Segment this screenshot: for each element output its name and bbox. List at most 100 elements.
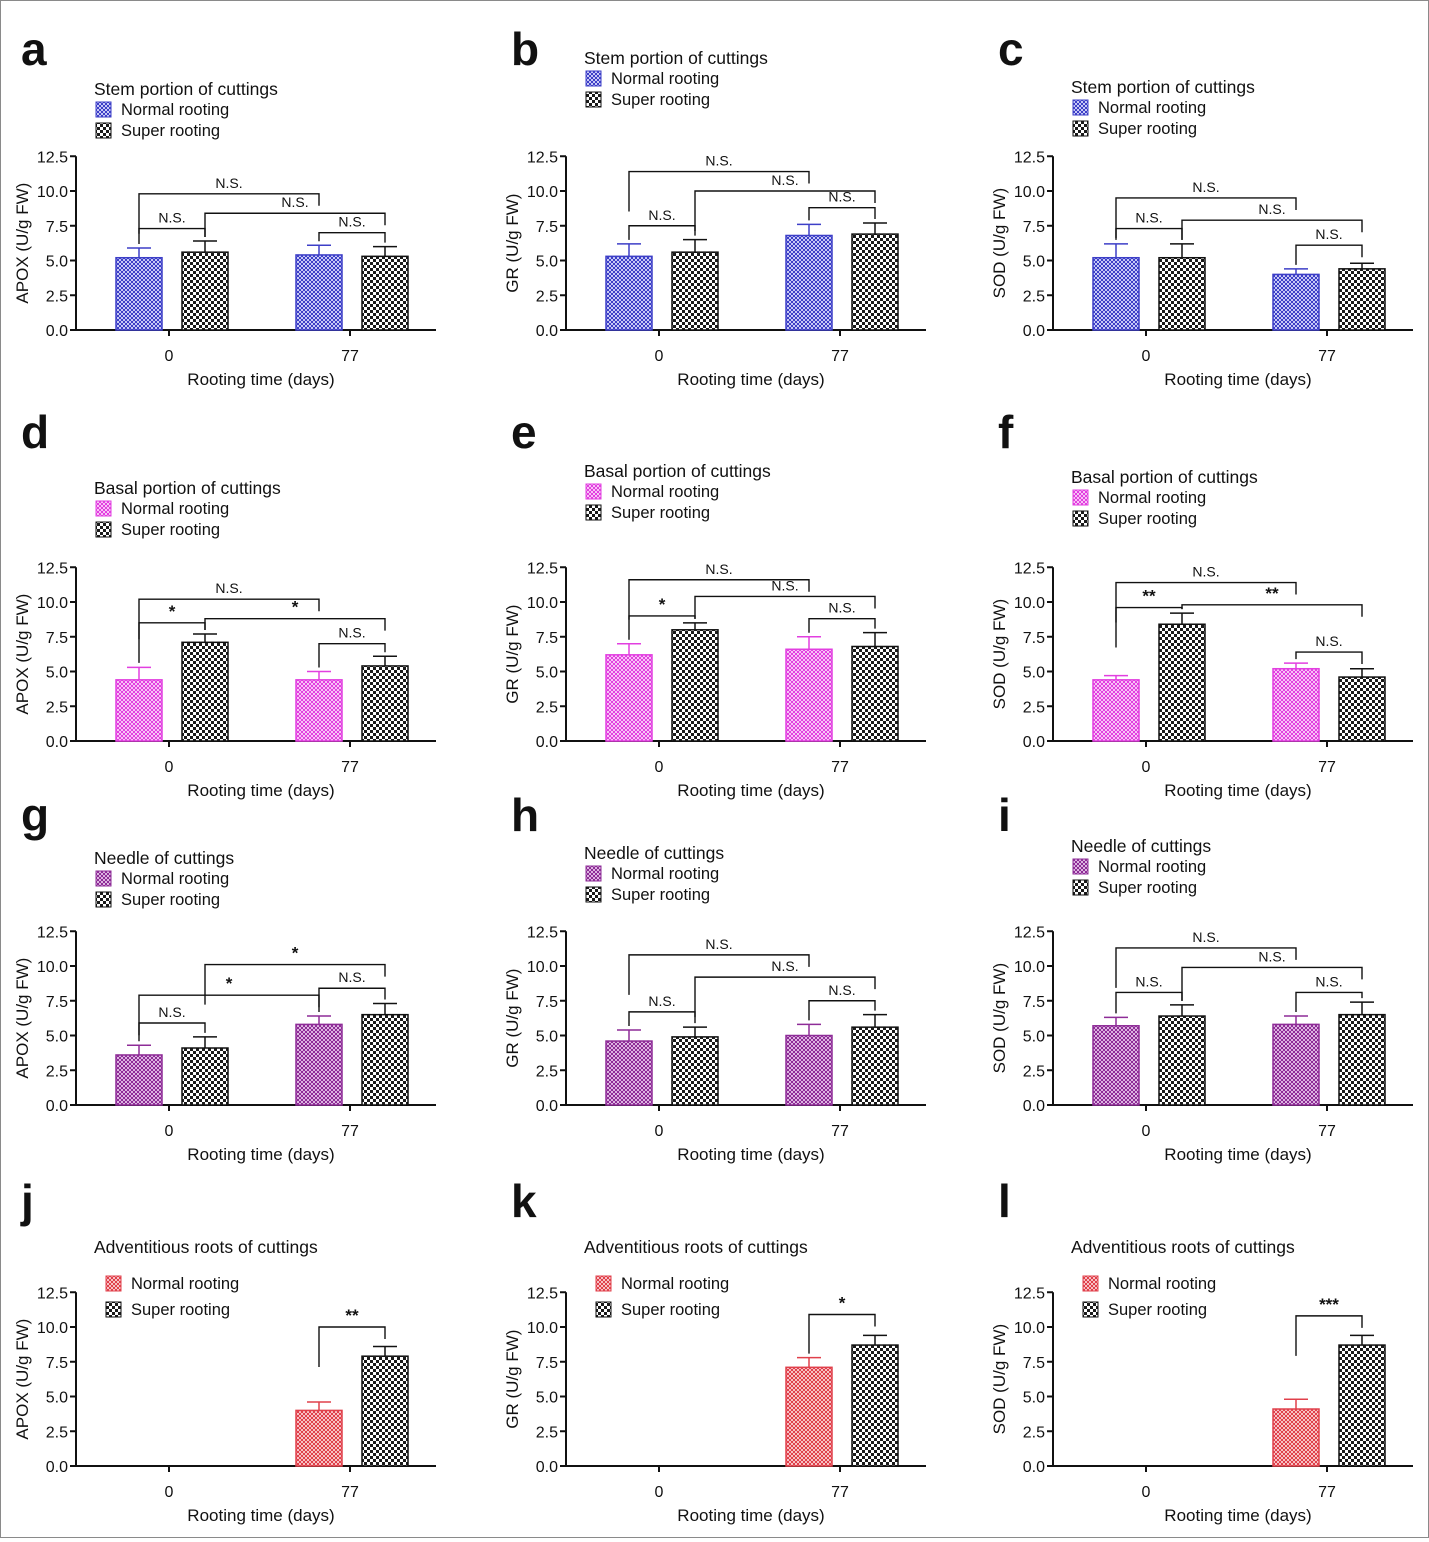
significance-bracket: N.S. [628, 936, 810, 995]
significance-label: N.S. [338, 214, 365, 230]
y-tick-label: 7.5 [1023, 1355, 1045, 1372]
legend-swatch [585, 70, 602, 87]
legend-title: Stem portion of cuttings [584, 48, 768, 68]
x-axis-title: Rooting time (days) [187, 1145, 334, 1164]
bar-normal-day-0 [115, 1054, 163, 1106]
significance-bracket: N.S. [138, 175, 320, 234]
y-tick-label: 10.0 [37, 595, 68, 612]
x-axis-title: Rooting time (days) [187, 781, 334, 800]
x-axis-title: Rooting time (days) [1164, 1506, 1311, 1525]
bracket-line [138, 193, 320, 234]
legend-swatch [1072, 99, 1089, 116]
x-tick-label: 0 [1142, 348, 1151, 365]
legend-swatch [1082, 1275, 1099, 1292]
significance-label: * [226, 974, 233, 993]
y-tick-label: 0.0 [1023, 1098, 1045, 1115]
bracket-line [1115, 227, 1183, 240]
y-tick-label: 7.5 [46, 1355, 68, 1372]
y-axis-title: SOD (U/g FW) [990, 599, 1009, 710]
bracket-line [1181, 966, 1363, 1001]
legend-swatch [585, 91, 602, 108]
significance-bracket: N.S. [1115, 210, 1183, 240]
bar-normal-day-0 [1092, 679, 1140, 742]
x-tick-label: 77 [1318, 1484, 1336, 1501]
significance-bracket: N.S. [1115, 179, 1297, 238]
x-tick-label: 77 [341, 348, 359, 365]
legend: Needle of cuttings Normal rooting Super ro… [584, 843, 724, 904]
significance-bracket: N.S. [138, 210, 206, 244]
significance-label: N.S. [1258, 948, 1285, 964]
x-axis-title: Rooting time (days) [1164, 370, 1311, 389]
panel-d: d 0.0 2.5 5.0 7.5 10.0 12.5 0 77 Rooting time (da… [13, 406, 436, 800]
significance-bracket: N.S. [1295, 633, 1363, 665]
significance-bracket: N.S. [628, 207, 696, 240]
legend: Stem portion of cuttings Normal rooting Su… [1071, 77, 1255, 138]
legend-title: Needle of cuttings [94, 848, 234, 868]
legend-label: Normal rooting [121, 870, 229, 888]
bar-normal-day-77 [1272, 667, 1320, 742]
legend-label: Super rooting [121, 521, 220, 539]
bar-normal-day-77 [295, 1023, 343, 1106]
legend-title: Basal portion of cuttings [584, 461, 771, 481]
significance-label: * [659, 595, 666, 614]
panel-letter-c: c [998, 23, 1024, 75]
x-tick-label: 0 [1142, 1123, 1151, 1140]
bar-normal-day-77 [785, 1034, 833, 1106]
legend-title: Stem portion of cuttings [94, 79, 278, 99]
y-tick-label: 2.5 [536, 288, 558, 305]
bar-super-day-0 [181, 641, 229, 742]
legend-label: Normal rooting [1108, 1275, 1216, 1293]
legend-swatch [1072, 120, 1089, 137]
significance-bracket: * [808, 1293, 876, 1354]
significance-bracket: N.S. [628, 153, 810, 212]
bracket-line [628, 170, 810, 212]
y-tick-label: 5.0 [1023, 1390, 1045, 1407]
x-tick-label: 77 [1318, 759, 1336, 776]
legend-title: Needle of cuttings [584, 843, 724, 863]
x-tick-label: 77 [341, 1123, 359, 1140]
bar-super-day-0 [671, 251, 719, 331]
legend-label: Super rooting [611, 91, 710, 109]
panel-l: l 0.0 2.5 5.0 7.5 10.0 12.5 0 77 Rooting time (da… [990, 1175, 1413, 1525]
legend-swatch [585, 865, 602, 882]
bracket-line [808, 1313, 876, 1354]
legend-swatch [1072, 510, 1089, 527]
legend-swatch [105, 1301, 122, 1318]
legend-label: Normal rooting [621, 1275, 729, 1293]
bar-super-day-0 [181, 1047, 229, 1106]
y-tick-label: 2.5 [536, 1424, 558, 1441]
panel-h: h 0.0 2.5 5.0 7.5 10.0 12.5 0 77 Rooting time (da… [503, 789, 926, 1164]
significance-label: N.S. [1315, 973, 1342, 989]
bar-normal-day-0 [115, 256, 163, 331]
y-tick-label: 2.5 [1023, 288, 1045, 305]
panel-letter-a: a [21, 23, 47, 75]
bracket-line [694, 976, 876, 1018]
bracket-line [138, 994, 320, 1036]
significance-label: ** [1142, 587, 1156, 606]
significance-label: N.S. [158, 1004, 185, 1020]
bar-normal-day-0 [605, 255, 653, 331]
significance-bracket: N.S. [808, 189, 876, 221]
significance-label: N.S. [1135, 210, 1162, 226]
legend-title: Needle of cuttings [1071, 836, 1211, 856]
significance-label: ** [1265, 584, 1279, 603]
significance-label: N.S. [771, 577, 798, 593]
bar-normal-day-0 [1092, 256, 1140, 331]
x-axis-title: Rooting time (days) [677, 1145, 824, 1164]
significance-label: N.S. [338, 969, 365, 985]
y-tick-label: 0.0 [1023, 1459, 1045, 1476]
x-axis-title: Rooting time (days) [677, 781, 824, 800]
x-tick-label: 77 [341, 759, 359, 776]
y-tick-label: 5.0 [1023, 665, 1045, 682]
legend-label: Super rooting [1098, 120, 1197, 138]
bracket-line [1115, 197, 1297, 238]
bracket-line [138, 598, 320, 640]
significance-label: N.S. [705, 561, 732, 577]
bar-normal-day-0 [1092, 1025, 1140, 1106]
bracket-line [204, 212, 386, 238]
y-tick-label: 0.0 [536, 1098, 558, 1115]
bar-super-day-77 [851, 233, 899, 331]
legend: Basal portion of cuttings Normal rooting S… [1071, 467, 1258, 528]
significance-bracket: N.S. [138, 1004, 206, 1042]
y-tick-label: 0.0 [46, 1098, 68, 1115]
